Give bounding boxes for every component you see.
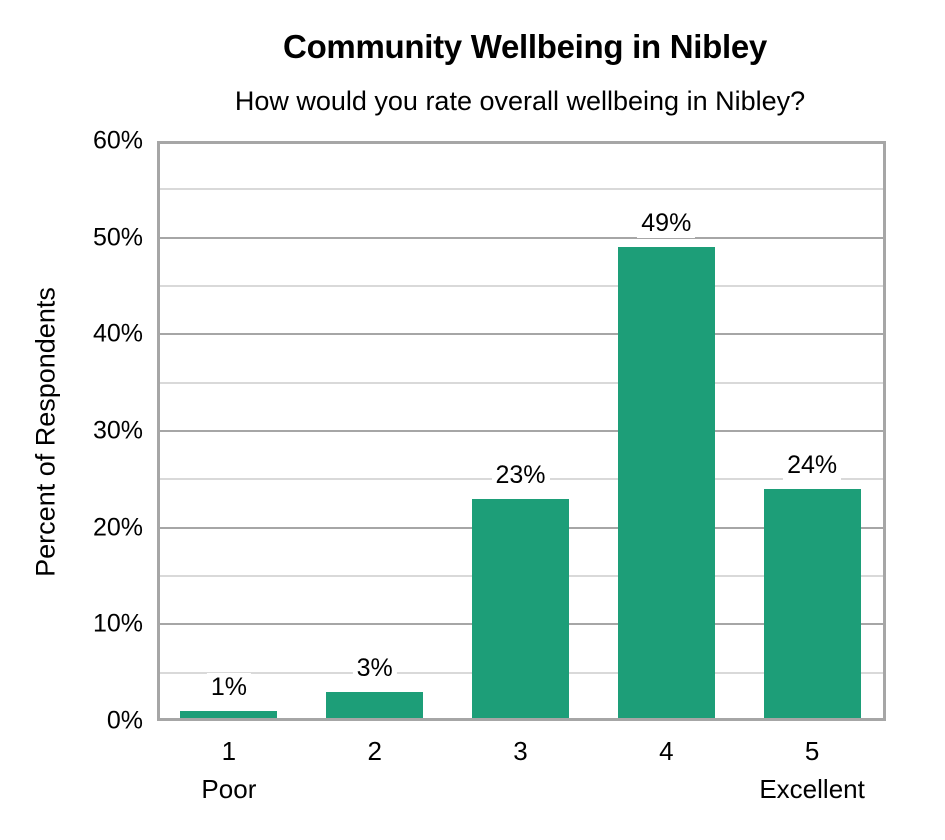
chart-title: Community Wellbeing in Nibley xyxy=(283,28,767,65)
data-label: 1% xyxy=(206,673,251,703)
y-tick-label: 10% xyxy=(92,609,143,638)
x-tick-label: 2 xyxy=(367,736,382,766)
y-tick-label: 20% xyxy=(92,513,143,542)
minor-gridline xyxy=(157,381,886,384)
bar-4 xyxy=(617,247,715,721)
bar-5 xyxy=(763,489,861,721)
data-label: 49% xyxy=(637,209,696,239)
y-tick-label: 0% xyxy=(106,706,143,735)
x-tick-label: 3 xyxy=(513,736,528,766)
y-axis-label: Percent of Respondents xyxy=(30,287,61,577)
y-tick-label: 50% xyxy=(92,223,143,252)
y-tick-label: 40% xyxy=(92,319,143,348)
y-tick-label: 30% xyxy=(92,416,143,445)
bar-1 xyxy=(180,711,278,721)
bar-2 xyxy=(326,692,424,721)
data-label: 3% xyxy=(352,654,397,683)
major-gridline xyxy=(157,430,886,432)
minor-gridline xyxy=(157,285,886,287)
plot-area: 1% 3% 23% 49% 24% xyxy=(157,141,886,721)
minor-gridline xyxy=(157,188,886,191)
x-tick-label: 5 xyxy=(804,736,820,766)
chart-subtitle: How would you rate overall wellbeing in … xyxy=(234,86,806,116)
major-gridline xyxy=(157,333,886,336)
bar-3 xyxy=(472,498,569,721)
x-tick-label: 1 xyxy=(221,736,237,766)
x-tick-label: 4 xyxy=(659,736,674,766)
y-tick-label: 60% xyxy=(92,126,143,155)
x-tick-sublabel: Poor xyxy=(201,774,257,804)
x-tick-sublabel: Excellent xyxy=(759,774,865,804)
data-label: 24% xyxy=(783,451,842,480)
major-gridline xyxy=(157,236,886,239)
data-label: 23% xyxy=(491,460,550,490)
